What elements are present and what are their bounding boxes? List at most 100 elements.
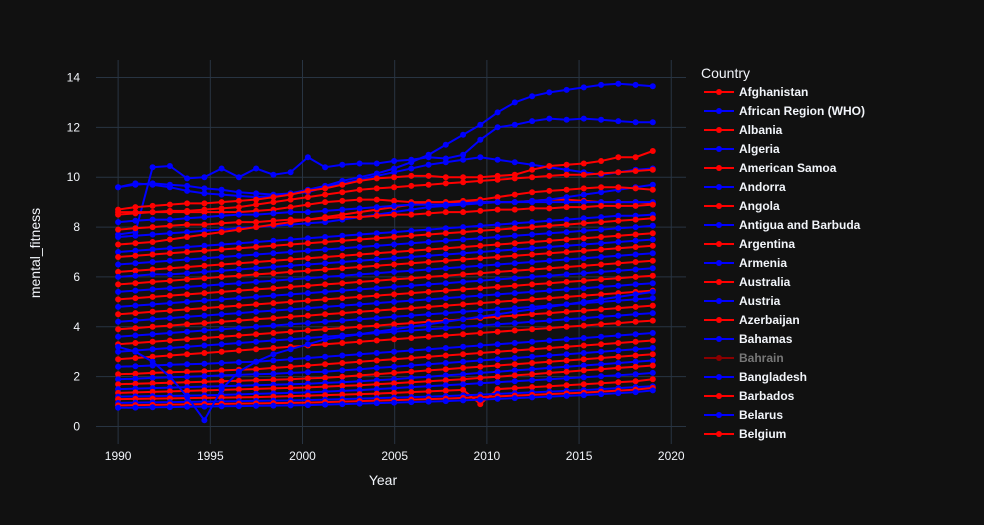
data-point <box>287 204 294 211</box>
legend-item[interactable]: Belarus <box>704 408 783 422</box>
legend-item[interactable]: Bahamas <box>704 332 793 346</box>
data-point <box>460 316 467 323</box>
data-point <box>115 184 122 191</box>
data-point <box>649 310 656 317</box>
data-point <box>287 262 294 269</box>
data-point <box>632 251 639 258</box>
data-point <box>615 293 622 300</box>
data-point <box>494 234 501 240</box>
series-19[interactable] <box>115 272 656 318</box>
data-point <box>529 338 536 345</box>
series-18[interactable] <box>115 265 656 310</box>
data-point <box>408 282 415 289</box>
series-17[interactable] <box>115 257 656 303</box>
series-29[interactable] <box>115 351 656 388</box>
data-point <box>149 164 156 171</box>
data-point <box>373 364 380 371</box>
series-28[interactable] <box>115 345 656 383</box>
data-point <box>546 217 553 224</box>
data-point <box>598 170 605 177</box>
series-12[interactable] <box>115 222 656 268</box>
data-point <box>477 255 484 262</box>
data-point <box>253 278 260 285</box>
legend-item[interactable]: Afghanistan <box>704 85 808 99</box>
data-point <box>408 399 415 406</box>
legend-item[interactable]: Armenia <box>704 256 787 270</box>
data-point <box>425 239 432 245</box>
series-13[interactable] <box>115 230 656 275</box>
series-11[interactable] <box>115 215 656 260</box>
legend-item[interactable]: American Samoa <box>704 161 837 175</box>
series-37[interactable] <box>115 288 656 424</box>
legend-item[interactable]: Bangladesh <box>704 370 807 384</box>
data-point <box>253 271 260 278</box>
legend-item[interactable]: Argentina <box>704 237 795 251</box>
data-point <box>253 301 260 308</box>
data-point <box>442 366 449 373</box>
series-27[interactable] <box>115 337 656 378</box>
series-14[interactable] <box>115 236 656 280</box>
data-point <box>460 371 467 378</box>
data-point <box>356 214 363 221</box>
data-point <box>149 216 156 223</box>
series-16[interactable] <box>115 250 656 295</box>
legend-swatch-marker <box>716 317 722 323</box>
data-point <box>270 270 277 277</box>
legend-item[interactable]: Algeria <box>704 142 780 156</box>
legend-item[interactable]: Austria <box>704 294 781 308</box>
data-point <box>115 381 122 388</box>
series-36[interactable] <box>115 387 656 411</box>
data-point <box>270 337 277 344</box>
legend-item[interactable]: Barbados <box>704 389 795 403</box>
data-point <box>356 264 363 270</box>
data-point <box>149 180 156 187</box>
data-point <box>425 346 432 353</box>
data-point <box>511 282 518 289</box>
data-point <box>373 250 380 257</box>
data-point <box>529 346 536 353</box>
series-20[interactable] <box>115 280 656 325</box>
data-point <box>339 295 346 302</box>
data-point <box>580 199 587 206</box>
legend[interactable]: Afghanistan African Region (WHO) Albania Al… <box>704 85 865 441</box>
data-point <box>391 389 398 396</box>
series-25[interactable] <box>115 317 656 363</box>
legend-item[interactable]: Albania <box>704 123 783 137</box>
data-point <box>442 225 449 232</box>
series-21[interactable] <box>115 287 656 333</box>
series-10[interactable] <box>115 211 656 255</box>
data-point <box>270 345 277 351</box>
data-point <box>460 156 467 163</box>
series-31[interactable] <box>115 362 656 396</box>
legend-item[interactable]: Bahrain <box>704 351 784 365</box>
legend-item[interactable]: Angola <box>704 199 780 213</box>
data-point <box>546 287 553 294</box>
series-9[interactable] <box>115 201 656 233</box>
series-15[interactable] <box>115 242 656 288</box>
legend-item[interactable]: Azerbaijan <box>704 313 800 327</box>
legend-item[interactable]: Antigua and Barbuda <box>704 218 861 232</box>
data-point <box>287 241 294 248</box>
legend-item[interactable]: Andorra <box>704 180 786 194</box>
legend-item[interactable]: African Region (WHO) <box>704 104 865 118</box>
data-point <box>115 254 122 260</box>
data-point <box>218 229 225 236</box>
data-point <box>494 124 501 131</box>
legend-item[interactable]: Belgium <box>704 427 786 441</box>
data-point <box>253 239 260 245</box>
data-point <box>580 204 587 211</box>
data-point <box>442 302 449 309</box>
data-point <box>511 206 518 213</box>
y-tick-label: 4 <box>73 320 80 334</box>
data-point <box>529 224 536 231</box>
data-point <box>477 136 484 143</box>
data-point <box>253 316 260 323</box>
legend-item[interactable]: Australia <box>704 275 791 289</box>
data-point <box>149 331 156 338</box>
data-point <box>580 160 587 167</box>
series-3[interactable] <box>115 148 656 213</box>
data-point <box>391 169 398 176</box>
data-point <box>166 379 173 386</box>
series-26[interactable] <box>115 330 656 370</box>
data-point <box>201 242 208 249</box>
